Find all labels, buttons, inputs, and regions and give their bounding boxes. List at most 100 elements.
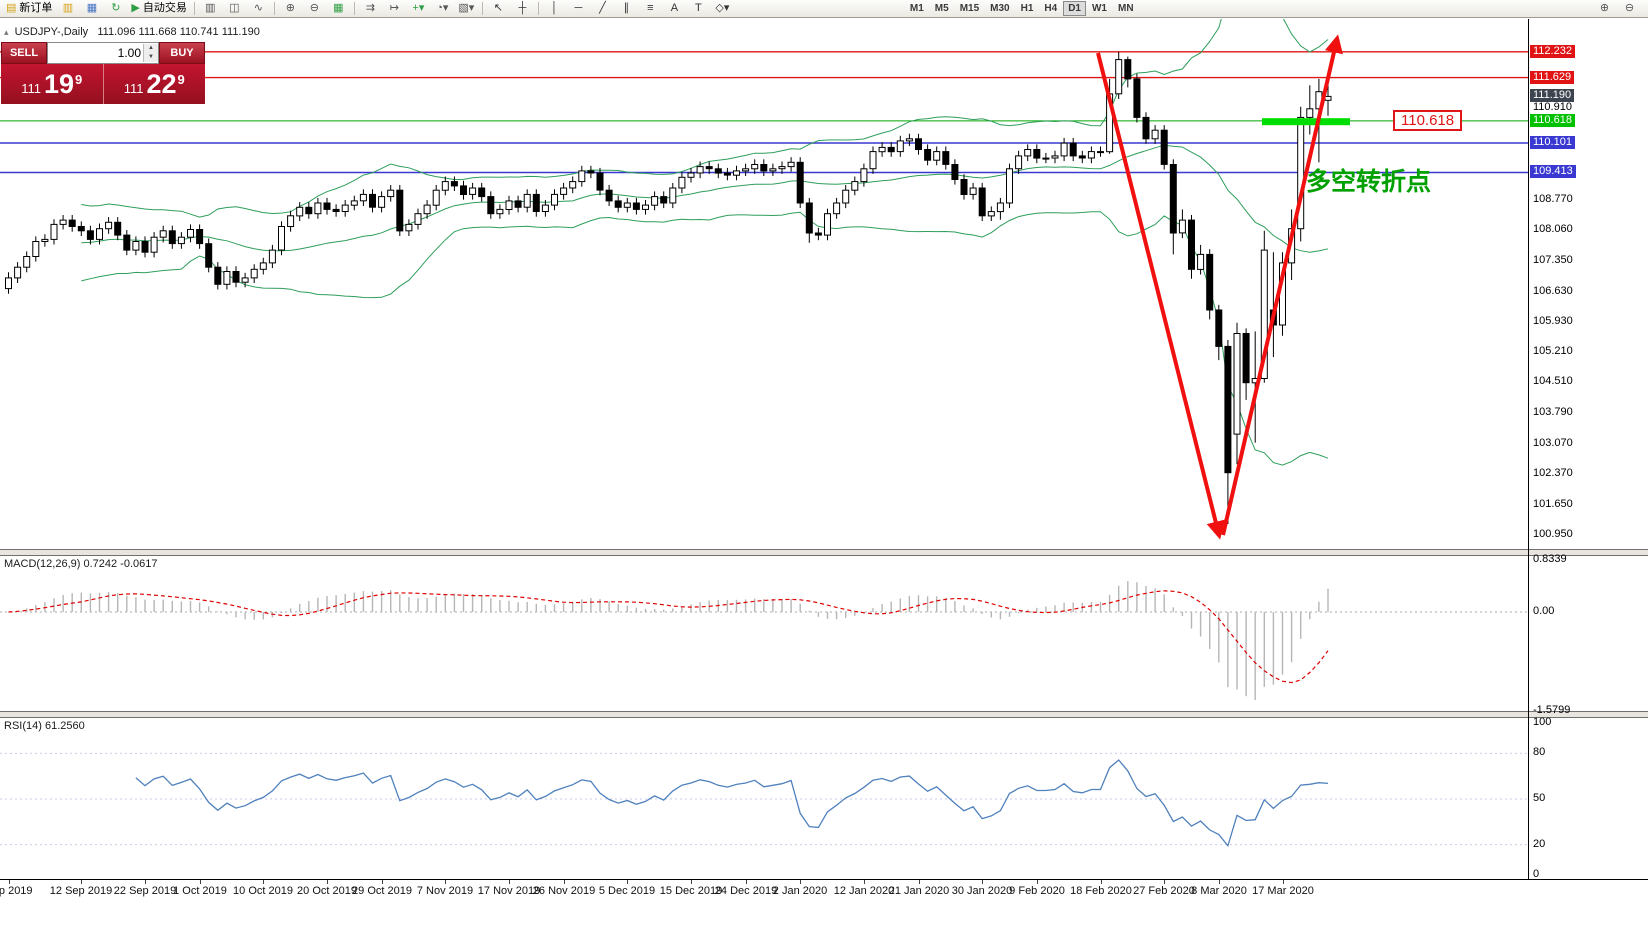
bollinger-band-line	[81, 144, 1329, 253]
candle-body	[1015, 155, 1023, 170]
bid-price-button[interactable]: 111 19 9	[1, 64, 104, 104]
cursor-icon[interactable]: ↖	[487, 0, 510, 17]
candle-body	[450, 181, 458, 187]
timeframe-W1[interactable]: W1	[1091, 3, 1107, 14]
volume-up-button[interactable]: ▲	[144, 44, 158, 53]
timeframe-H4[interactable]: H4	[1044, 3, 1058, 14]
charts-profile-icon[interactable]: ▥	[56, 0, 79, 17]
date-axis-label: 12 Jan 2020	[833, 885, 895, 897]
candle-body	[596, 172, 604, 191]
channel-icon[interactable]: ∥	[615, 0, 638, 17]
text-icon: A	[670, 2, 679, 14]
candle-body	[59, 219, 67, 225]
price-axis-label: 112.232	[1530, 45, 1575, 58]
candle-body	[287, 215, 295, 228]
horizontal-line-icon: ─	[574, 2, 583, 14]
candle-body	[359, 193, 367, 202]
auto-trading-button[interactable]: ▶ 自动交易	[128, 0, 189, 17]
timeframe-M1[interactable]: M1	[909, 3, 924, 14]
candle-body	[505, 200, 513, 210]
macd-scale-label: 0.00	[1533, 605, 1555, 617]
rsi-panel[interactable]	[0, 718, 1528, 879]
candle-body	[323, 202, 331, 210]
main-chart[interactable]	[0, 19, 1528, 549]
candle-body	[951, 164, 959, 180]
timeframe-MN[interactable]: MN	[1117, 3, 1134, 14]
buy-button[interactable]: BUY	[159, 42, 205, 64]
templates-dropdown: ▧▾	[458, 2, 475, 14]
trend-arrow	[1096, 52, 1225, 540]
window-zoom-in-icon[interactable]: ⊕	[1593, 0, 1616, 17]
candle-body	[50, 223, 58, 240]
candle-body	[1306, 108, 1314, 118]
timeframe-M5[interactable]: M5	[934, 3, 949, 14]
panel-splitter[interactable]	[0, 549, 1648, 556]
candle-body	[560, 187, 568, 195]
macd-panel[interactable]	[0, 556, 1528, 711]
candle-body	[132, 241, 140, 251]
date-axis-tick	[1101, 880, 1102, 884]
market-watch-icon[interactable]: ▦	[80, 0, 103, 17]
candle-body	[487, 196, 495, 215]
crosshair-icon[interactable]: ┼	[511, 0, 534, 17]
templates-dropdown[interactable]: ▧▾	[455, 0, 478, 17]
timeframe-M15[interactable]: M15	[959, 3, 980, 14]
ask-price-button[interactable]: 111 22 9	[104, 64, 206, 104]
volume-down-button[interactable]: ▼	[144, 53, 158, 62]
window-zoom-out-icon[interactable]: ⊖	[1618, 0, 1641, 17]
periods-dropdown[interactable]: ◔▾	[431, 0, 454, 17]
zoom-in-icon[interactable]: ⊕	[279, 0, 302, 17]
sell-button[interactable]: SELL	[1, 42, 47, 64]
price-axis-label: 109.413	[1530, 165, 1576, 178]
candle-body	[987, 211, 995, 217]
auto-scroll-icon[interactable]: ⇉	[359, 0, 382, 17]
vertical-line-icon[interactable]: │	[543, 0, 566, 17]
candle-body	[5, 277, 12, 290]
candle-body	[14, 266, 22, 279]
candle-body	[168, 230, 176, 245]
date-axis-label: 17 Nov 2019	[477, 885, 541, 897]
annotation-note-text: 多空转折点	[1306, 168, 1432, 196]
line-chart-icon: ∿	[253, 2, 263, 14]
panel-splitter-2[interactable]	[0, 711, 1648, 718]
new-order-button[interactable]: ▤ 新订单	[3, 0, 55, 17]
label-icon[interactable]: T	[687, 0, 710, 17]
refresh-icon[interactable]: ↻	[104, 0, 127, 17]
date-axis-tick	[81, 880, 82, 884]
timeframe-M30[interactable]: M30	[990, 3, 1010, 14]
fibonacci-icon[interactable]: ≡	[639, 0, 662, 17]
chart-shift-icon[interactable]: ↦	[383, 0, 406, 17]
text-icon[interactable]: A	[663, 0, 686, 17]
candle-body	[587, 170, 595, 174]
timeframe-H1[interactable]: H1	[1020, 3, 1034, 14]
price-axis-label: 104.510	[1533, 375, 1573, 387]
zoom-in-icon: ⊕	[285, 2, 295, 14]
fibonacci-icon: ≡	[647, 2, 654, 14]
new-chart-dropdown: +▾	[412, 2, 425, 14]
line-chart-icon[interactable]: ∿	[247, 0, 270, 17]
date-axis-tick	[982, 880, 983, 884]
new-chart-dropdown[interactable]: +▾	[407, 0, 430, 17]
candle-body	[86, 230, 94, 240]
volume-input[interactable]	[48, 45, 143, 61]
shapes-dropdown[interactable]: ◇▾	[711, 0, 734, 17]
candle-body	[1297, 116, 1305, 230]
date-axis-tick	[746, 880, 747, 884]
date-axis-tick	[1283, 880, 1284, 884]
candle-body	[723, 172, 731, 176]
candle-body	[332, 208, 340, 212]
date-axis-tick	[1219, 880, 1220, 884]
tile-windows-icon[interactable]: ▦	[327, 0, 350, 17]
support-highlight-segment	[1262, 118, 1350, 126]
trendline-icon[interactable]: ╱	[591, 0, 614, 17]
candlestick-chart-icon[interactable]: ◫	[223, 0, 246, 17]
candle-body	[196, 229, 204, 245]
horizontal-line-icon[interactable]: ─	[567, 0, 590, 17]
candle-body	[678, 176, 686, 189]
candle-body	[232, 271, 240, 283]
zoom-out-icon[interactable]: ⊖	[303, 0, 326, 17]
bar-chart-icon[interactable]: ▥	[199, 0, 222, 17]
timeframe-D1[interactable]: D1	[1063, 1, 1086, 16]
candle-body	[341, 204, 349, 213]
